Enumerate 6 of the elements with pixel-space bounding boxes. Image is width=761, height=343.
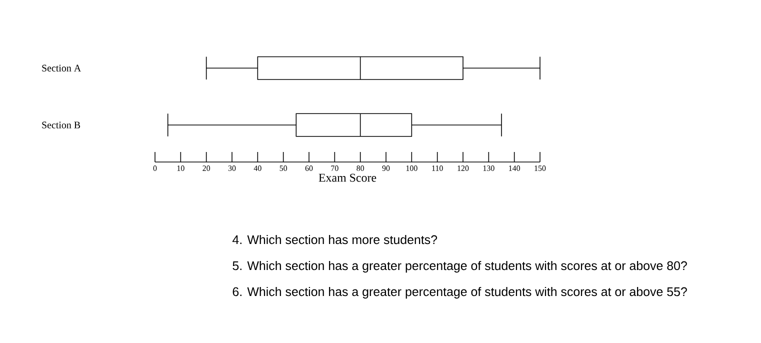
- text: 4. Which section has more students?: [232, 234, 438, 244]
- text: 5. Which section has a greater percentage of students with scores at or above 80?: [232, 260, 687, 273]
- y-tick-label: Section B: [42, 122, 80, 128]
- text: 6. Which section has a greater percentage of students with scores at or above 55?: [232, 286, 687, 299]
- y-tick-label: Section A: [42, 64, 82, 72]
- x-axis-title: Exam Score: [318, 174, 376, 182]
